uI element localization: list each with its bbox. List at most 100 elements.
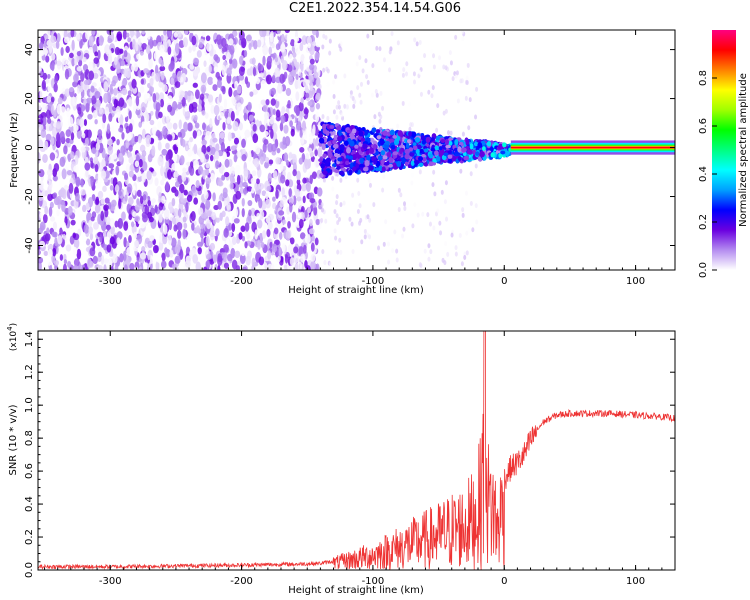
heatmap-cell (500, 150, 506, 155)
heatmap-cell (99, 234, 103, 243)
heatmap-cell (83, 119, 88, 127)
heatmap-cell (128, 156, 134, 164)
heatmap-cell (270, 98, 276, 106)
heatmap-cell (188, 103, 194, 114)
heatmap-cell (474, 163, 478, 169)
heatmap-cell (310, 242, 315, 252)
heatmap-cell (430, 147, 436, 152)
heatmap-cell (221, 210, 226, 218)
heatmap-cell (115, 165, 120, 176)
heatmap-cell (247, 151, 252, 163)
heatmap-cell (182, 228, 187, 240)
snr-y-label: SNR (10 * v/v) (8, 404, 19, 475)
heatmap-cell (311, 235, 315, 242)
heatmap-cell (362, 166, 369, 172)
heatmap-cell (292, 52, 297, 58)
heatmap-cell (164, 247, 168, 255)
heatmap-cell (446, 251, 450, 257)
heatmap-cell (475, 86, 479, 92)
heatmap-cell (468, 97, 472, 103)
heatmap-cell (451, 76, 455, 82)
heatmap-cell (147, 240, 153, 249)
heatmap-cell (274, 56, 279, 63)
heatmap-cell (343, 73, 347, 79)
heatmap-cell (187, 149, 193, 157)
heatmap-cell (193, 57, 200, 66)
heatmap-cell (129, 30, 135, 38)
heatmap-cell (339, 171, 345, 176)
heatmap-cell (326, 81, 330, 87)
heatmap-cell (158, 202, 164, 211)
heatmap-cell (428, 221, 432, 227)
heatmap-cell (97, 246, 103, 253)
heatmap-cell (73, 238, 80, 249)
heatmap-cell (167, 169, 173, 180)
heatmap-cell (359, 99, 363, 105)
heatmap-cell (288, 187, 292, 198)
heatmap-cell (309, 174, 313, 185)
heatmap-cell (273, 227, 279, 235)
heatmap-cell (135, 108, 141, 116)
heatmap-cell (233, 137, 240, 145)
heatmap-cell (126, 247, 133, 257)
heatmap-cell (142, 193, 147, 201)
heatmap-cell (298, 218, 304, 229)
heatmap-cell (200, 72, 207, 84)
heatmap-cell (359, 157, 364, 165)
heatmap-cell (174, 81, 181, 89)
heatmap-cell (109, 236, 116, 245)
heatmap-cell (179, 155, 185, 166)
heatmap-cell (61, 221, 67, 232)
heatmap-cell (332, 79, 336, 85)
heatmap-cell (122, 250, 127, 262)
heatmap-cell (56, 103, 62, 115)
heatmap-cell (315, 218, 320, 226)
heatmap-cell (281, 33, 285, 44)
heatmap-cell (363, 234, 367, 240)
y-tick-label: 0.8 (24, 430, 35, 446)
heatmap-cell (458, 232, 462, 238)
heatmap-cell (360, 239, 364, 245)
heatmap-cell (465, 250, 469, 256)
heatmap-cell (419, 263, 423, 269)
heatmap-cell (69, 52, 74, 59)
heatmap-cell (352, 128, 357, 134)
heatmap-cell (186, 194, 193, 203)
heatmap-cell (185, 201, 189, 213)
heatmap-cell (80, 188, 87, 196)
heatmap-cell (260, 79, 266, 89)
heatmap-cell (125, 138, 129, 149)
heatmap-cell (155, 101, 161, 112)
heatmap-cell (355, 61, 359, 67)
heatmap-cell (443, 199, 447, 205)
heatmap-cell (192, 69, 199, 77)
heatmap-cell (89, 232, 94, 241)
heatmap-cell (389, 138, 395, 143)
heatmap-cell (70, 132, 75, 141)
heatmap-cell (119, 114, 124, 125)
heatmap-cell (255, 178, 260, 185)
heatmap-cell (192, 254, 199, 264)
heatmap-cell (257, 219, 263, 229)
heatmap-cell (304, 260, 308, 269)
heatmap-cell (141, 30, 146, 35)
heatmap-cell (53, 259, 59, 266)
heatmap-cell (418, 169, 422, 175)
heatmap-cell (307, 206, 312, 214)
heatmap-cell (275, 115, 281, 122)
heatmap-cell (50, 104, 55, 116)
heatmap-cell (336, 220, 340, 226)
heatmap-cell (49, 152, 56, 161)
heatmap-cell (209, 230, 215, 241)
heatmap-cell (171, 263, 177, 270)
heatmap-cell (118, 198, 122, 210)
heatmap-cell (399, 148, 403, 155)
heatmap-cell (337, 100, 341, 106)
heatmap-cell (408, 126, 412, 132)
heatmap-cell (379, 140, 384, 146)
heatmap-cell (359, 81, 363, 87)
heatmap-cell (310, 261, 317, 270)
heatmap-cell (140, 102, 147, 112)
heatmap-cell (81, 264, 86, 270)
heatmap-cell (118, 97, 125, 108)
